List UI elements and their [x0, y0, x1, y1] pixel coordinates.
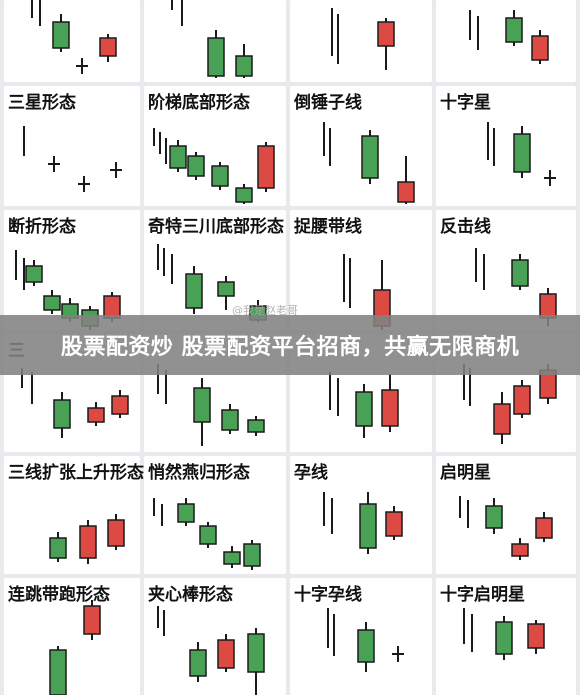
pattern-cell	[436, 86, 576, 206]
bearish-candle	[111, 395, 129, 415]
bullish-candle	[49, 537, 67, 559]
bullish-candle	[355, 391, 373, 427]
bullish-candle	[187, 155, 205, 177]
bullish-candle	[505, 17, 523, 43]
pattern-title: 十字星	[440, 92, 491, 113]
pattern-title: 倒锤子线	[293, 92, 362, 113]
pattern-cell	[4, 0, 140, 82]
bearish-candle	[535, 517, 553, 539]
bullish-candle	[485, 505, 503, 529]
bearish-candle	[99, 37, 117, 57]
bearish-candle	[377, 21, 395, 47]
bullish-candle	[207, 37, 225, 77]
bearish-candle	[385, 511, 403, 537]
bullish-candle	[43, 295, 61, 311]
bearish-candle	[87, 407, 105, 423]
bearish-candle	[527, 623, 545, 649]
bullish-candle	[513, 133, 531, 173]
bullish-candle	[235, 55, 253, 77]
bearish-candle	[79, 525, 97, 559]
pattern-cell	[290, 86, 432, 206]
pattern-title: 断折形态	[8, 216, 76, 237]
bearish-candle	[493, 403, 511, 435]
pattern-cell	[436, 456, 576, 574]
pattern-title: 连跳带跑形态	[8, 584, 110, 605]
bearish-candle	[381, 389, 399, 427]
pattern-title: 捉腰带线	[294, 216, 362, 237]
bearish-candle	[107, 519, 125, 547]
pattern-title: 夹心棒形态	[148, 584, 233, 605]
bullish-candle	[357, 629, 375, 663]
bearish-candle	[257, 145, 275, 189]
pattern-cell	[144, 210, 286, 330]
bearish-candle	[83, 605, 101, 635]
pattern-cell	[4, 86, 140, 206]
bullish-candle	[247, 633, 265, 673]
pattern-title: 悄然燕归形态	[148, 462, 250, 483]
bullish-candle	[247, 419, 265, 433]
bullish-candle	[53, 399, 71, 429]
bullish-candle	[177, 503, 195, 523]
bullish-candle	[211, 165, 229, 187]
bullish-candle	[52, 21, 70, 49]
bullish-candle	[235, 187, 253, 203]
bearish-candle	[531, 35, 549, 61]
bullish-candle	[495, 621, 513, 655]
bullish-candle	[199, 525, 217, 545]
banner-headline: 股票配资炒 股票配资平台招商，共赢无限商机	[60, 335, 520, 360]
bearish-candle	[217, 639, 235, 669]
bullish-candle	[217, 281, 235, 297]
pattern-title: 十字孕线	[294, 584, 362, 605]
bearish-candle	[511, 543, 529, 557]
bullish-candle	[243, 543, 261, 567]
bearish-candle	[397, 181, 415, 203]
bullish-candle	[223, 551, 241, 565]
pattern-title: 十字启明星	[440, 584, 525, 605]
pattern-title: 反击线	[440, 216, 491, 237]
ad-banner[interactable]: 股票配资炒 股票配资平台招商，共赢无限商机	[0, 315, 580, 375]
pattern-title: 三线扩张上升形态	[8, 462, 144, 483]
pattern-title: 奇特三川底部形态	[148, 216, 284, 237]
bullish-candle	[185, 273, 203, 309]
bullish-candle	[359, 503, 377, 549]
bullish-candle	[361, 135, 379, 179]
pattern-cell	[4, 578, 140, 695]
pattern-title: 启明星	[440, 462, 491, 483]
pattern-cell	[4, 456, 140, 574]
pattern-cell	[290, 210, 432, 330]
bullish-candle	[511, 259, 529, 287]
bullish-candle	[169, 145, 187, 169]
pattern-title: 阶梯底部形态	[148, 92, 250, 113]
bullish-candle	[221, 409, 239, 431]
bullish-candle	[193, 387, 211, 423]
bearish-candle	[513, 385, 531, 415]
pattern-cell	[144, 86, 286, 206]
bullish-candle	[49, 649, 67, 695]
pattern-title: 三星形态	[8, 92, 76, 113]
bullish-candle	[25, 265, 43, 283]
pattern-cell	[290, 0, 432, 82]
bullish-candle	[189, 649, 207, 677]
pattern-title: 孕线	[294, 462, 328, 483]
watermark: @我是赵老哥	[232, 304, 298, 317]
